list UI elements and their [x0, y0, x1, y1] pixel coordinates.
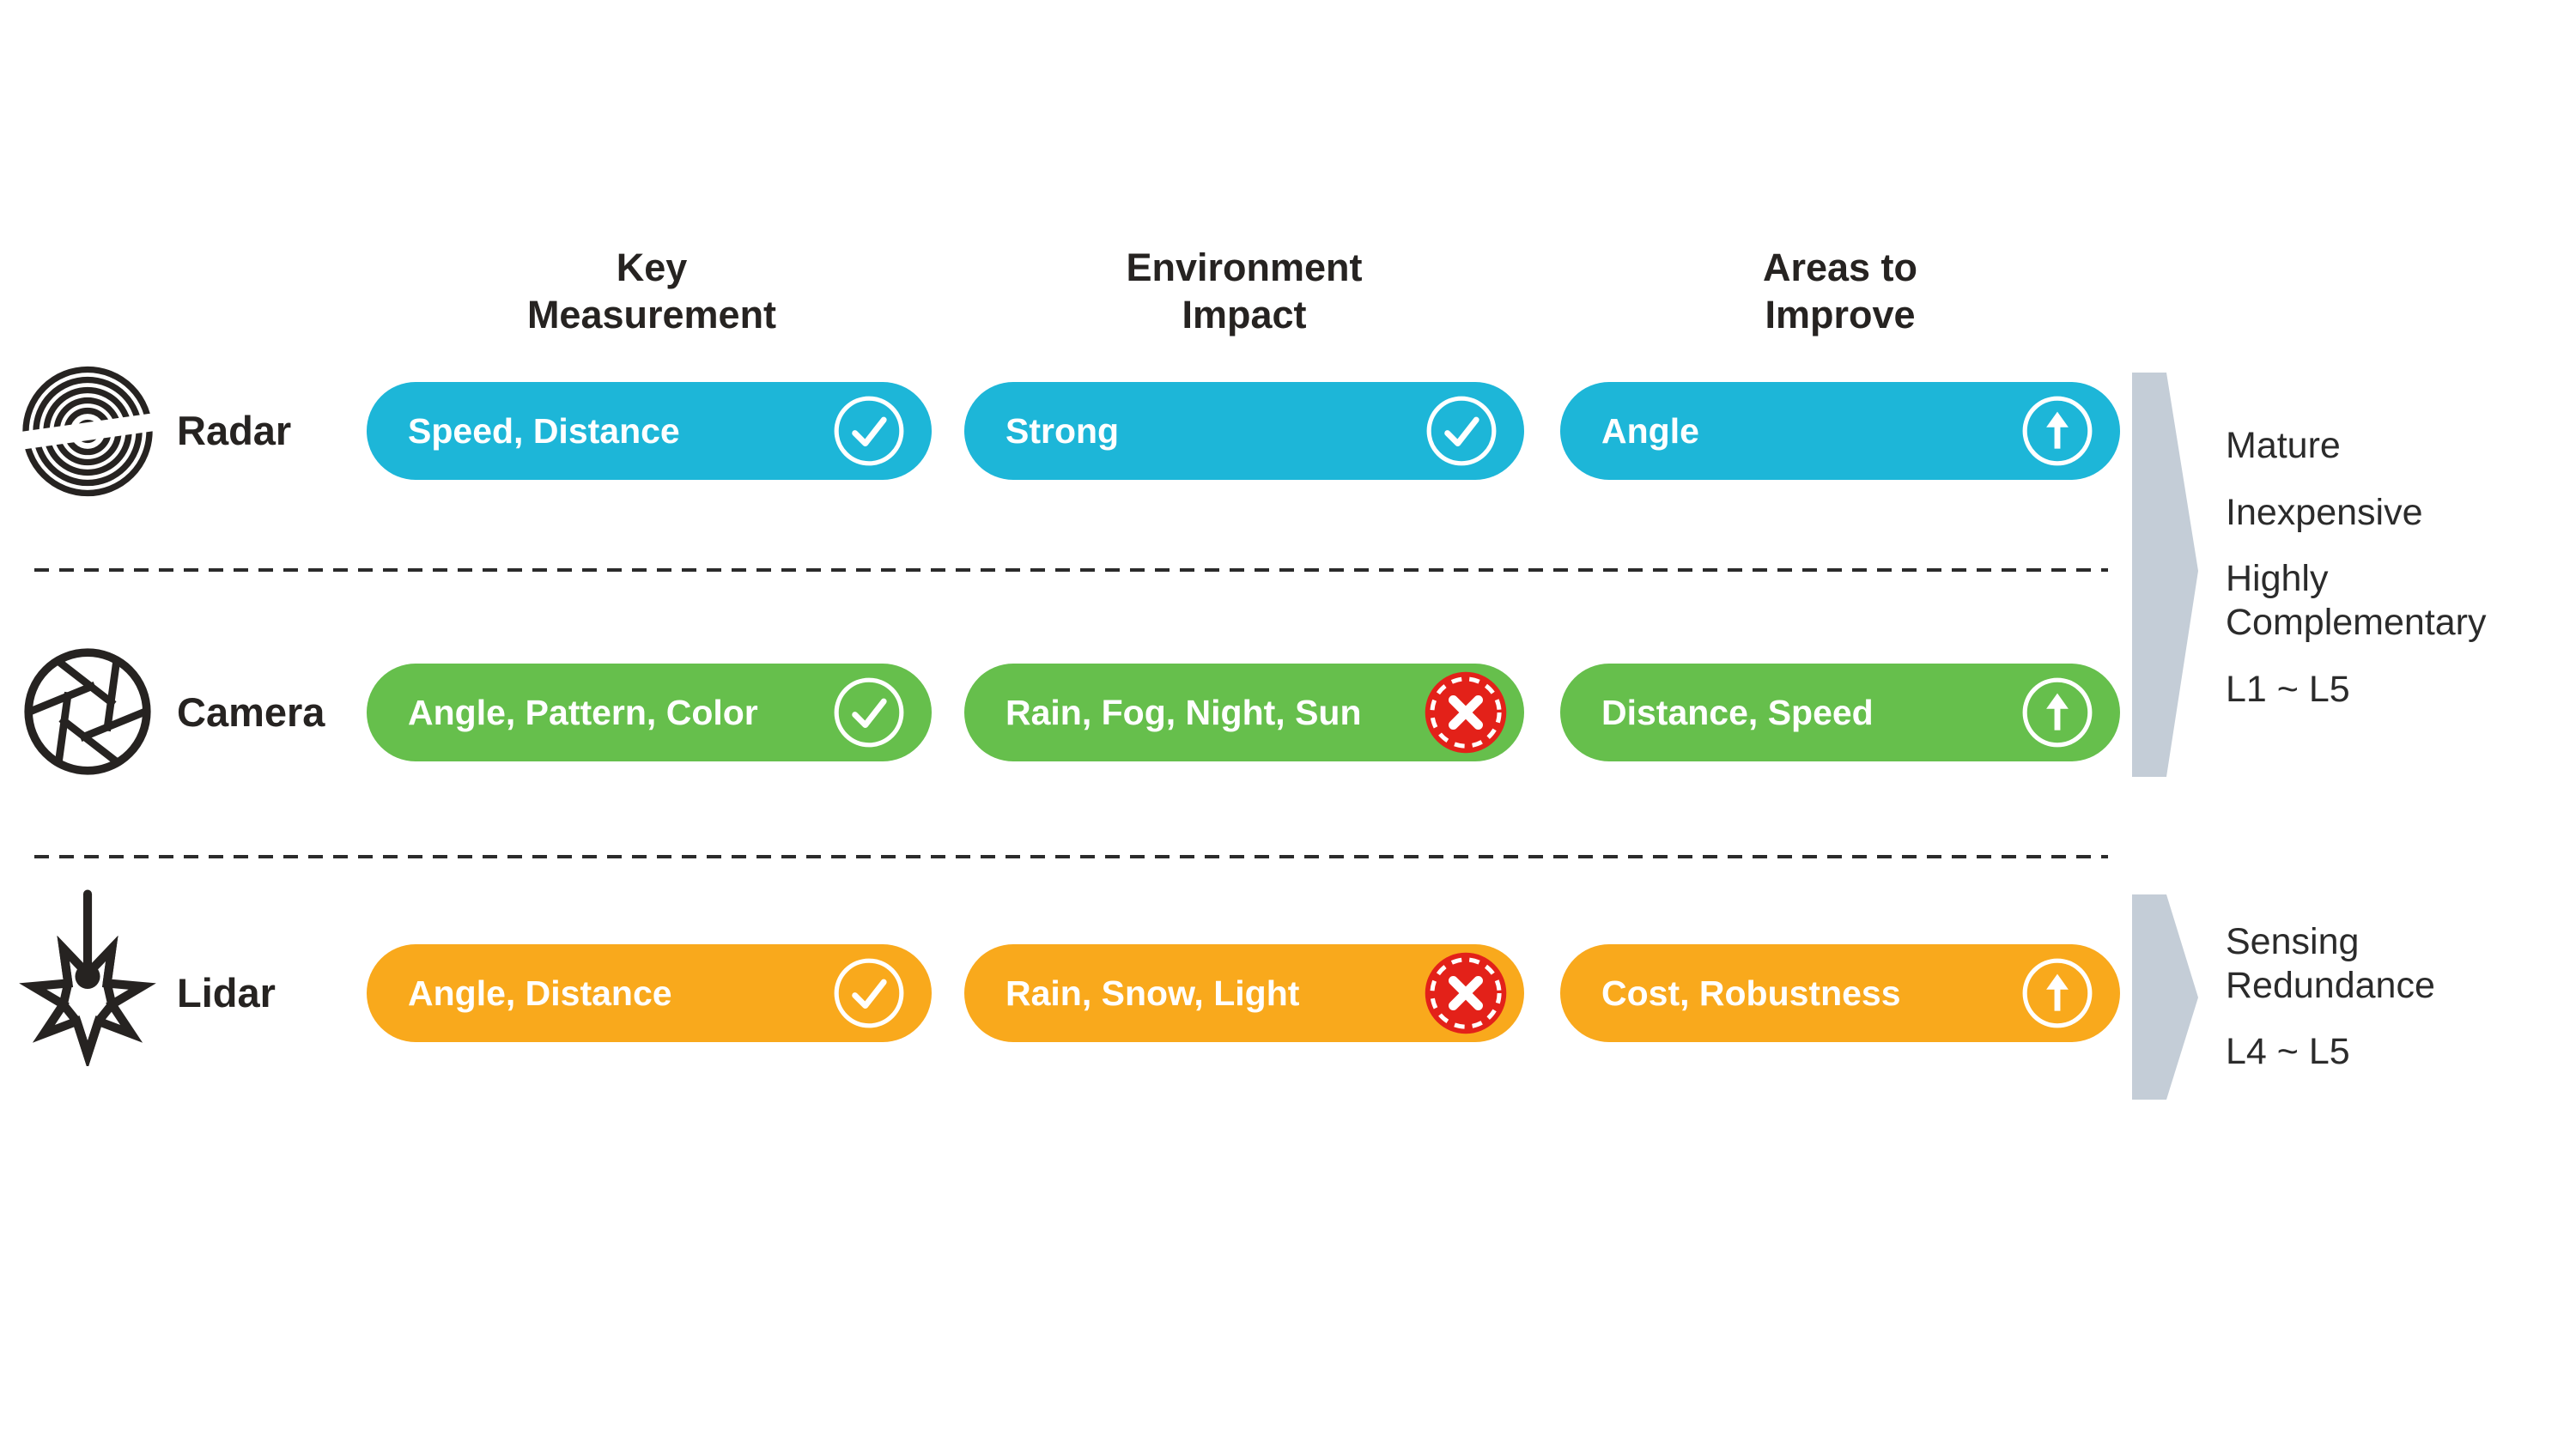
- pill-text: Distance, Speed: [1601, 692, 1874, 732]
- pill-camera-key-measurement: Angle, Pattern, Color: [367, 664, 932, 761]
- column-header-key-measurement: Key Measurement: [369, 245, 934, 339]
- pill-text: Angle: [1601, 410, 1699, 451]
- pill-text: Rain, Fog, Night, Sun: [1005, 692, 1362, 732]
- annotation-line: Sensing Redundance: [2226, 921, 2435, 1006]
- column-header-areas-to-improve: Areas to Improve: [1560, 245, 2120, 339]
- lidar-icon: [19, 889, 156, 1066]
- pill-radar-key-measurement: Speed, Distance: [367, 382, 932, 480]
- column-header-line: Improve: [1765, 292, 1916, 336]
- annotation-line: L4 ~ L5: [2226, 1031, 2350, 1073]
- annotation-radar-camera: Mature Inexpensive Highly Complementary …: [2226, 424, 2576, 712]
- summary-arrow-lidar: [2132, 894, 2198, 1100]
- annotation-line: Highly Complementary: [2226, 558, 2487, 644]
- pill-lidar-key-measurement: Angle, Distance: [367, 944, 932, 1042]
- pill-radar-areas-to-improve: Angle: [1560, 382, 2120, 480]
- check-icon: [834, 396, 904, 466]
- column-header-line: Environment: [1126, 246, 1363, 289]
- cross-icon: [1425, 952, 1507, 1034]
- arrow-up-icon: [2022, 677, 2093, 748]
- check-icon: [834, 677, 904, 748]
- radar-icon: [19, 366, 156, 497]
- pill-text: Angle, Distance: [408, 973, 672, 1013]
- annotation-line: Mature: [2226, 425, 2341, 466]
- sensor-label-radar: Radar: [177, 408, 292, 453]
- pill-text: Cost, Robustness: [1601, 973, 1901, 1013]
- annotation-line: L1 ~ L5: [2226, 668, 2350, 710]
- pill-text: Rain, Snow, Light: [1005, 973, 1300, 1013]
- sensor-label-lidar: Lidar: [177, 970, 276, 1016]
- pill-lidar-environment-impact: Rain, Snow, Light: [964, 944, 1524, 1042]
- pill-camera-environment-impact: Rain, Fog, Night, Sun: [964, 664, 1524, 761]
- annotation-lidar: Sensing Redundance L4 ~ L5: [2226, 920, 2552, 1074]
- check-icon: [834, 958, 904, 1028]
- column-header-line: Impact: [1182, 292, 1307, 336]
- cross-icon: [1425, 671, 1507, 754]
- sensor-label-camera: Camera: [177, 689, 325, 735]
- dashed-divider: [34, 568, 2108, 572]
- column-header-line: Areas to: [1762, 246, 1918, 289]
- column-header-line: Measurement: [526, 292, 777, 336]
- check-icon: [1426, 396, 1497, 466]
- summary-arrow-radar-camera: [2132, 373, 2198, 777]
- pill-lidar-areas-to-improve: Cost, Robustness: [1560, 944, 2120, 1042]
- dashed-divider: [34, 855, 2108, 858]
- arrow-up-icon: [2022, 958, 2093, 1028]
- arrow-up-icon: [2022, 396, 2093, 466]
- pill-camera-areas-to-improve: Distance, Speed: [1560, 664, 2120, 761]
- annotation-line: Inexpensive: [2226, 491, 2423, 533]
- pill-text: Strong: [1005, 410, 1120, 451]
- camera-icon: [24, 648, 151, 775]
- column-header-environment-impact: Environment Impact: [964, 245, 1524, 339]
- pill-text: Speed, Distance: [408, 410, 680, 451]
- pill-text: Angle, Pattern, Color: [408, 692, 758, 732]
- column-header-line: Key: [616, 246, 688, 289]
- pill-radar-environment-impact: Strong: [964, 382, 1524, 480]
